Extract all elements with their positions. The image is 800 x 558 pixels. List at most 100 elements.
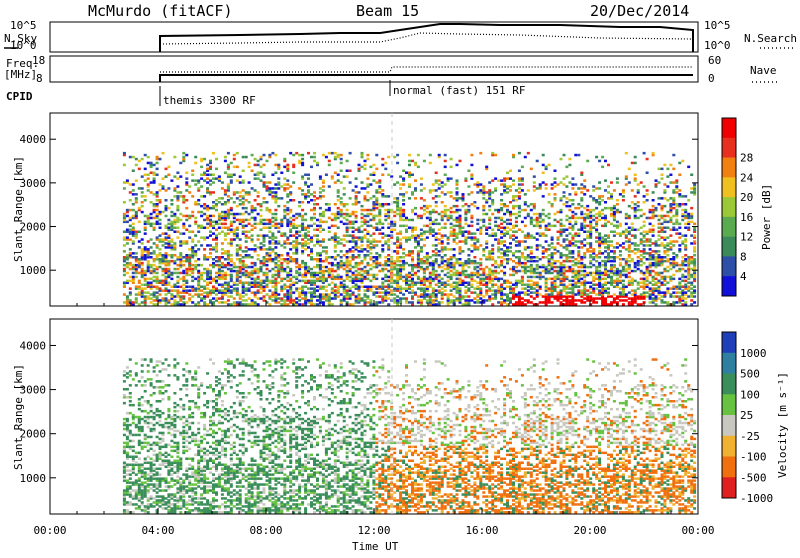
power-cell: [206, 205, 209, 208]
power-cell: [408, 219, 411, 222]
power-cell: [209, 174, 212, 177]
power-cell: [464, 236, 467, 239]
power-cell: [604, 160, 607, 163]
power-cell: [361, 221, 364, 224]
power-cell: [292, 199, 295, 202]
power-cell: [426, 293, 429, 296]
power-cell: [144, 295, 147, 298]
power-cell: [328, 185, 331, 188]
power-cell: [565, 286, 568, 289]
freq-label-2: [MHz]: [4, 68, 37, 81]
power-cell: [126, 272, 129, 275]
power-cell: [408, 164, 411, 167]
power-cell: [153, 209, 156, 212]
power-cell: [349, 287, 352, 290]
power-cell: [176, 217, 179, 220]
power-cell: [450, 195, 453, 198]
power-cell: [289, 268, 292, 271]
power-cell: [476, 219, 479, 222]
power-cell: [491, 199, 494, 202]
power-cell: [381, 193, 384, 196]
power-cell: [153, 291, 156, 294]
power-cell: [509, 234, 512, 237]
power-cell: [610, 244, 613, 247]
power-cell: [200, 215, 203, 218]
power-cell: [167, 268, 170, 271]
power-cell: [441, 287, 444, 290]
power-cell: [482, 254, 485, 257]
power-cell: [533, 297, 536, 300]
power-cell: [322, 270, 325, 273]
power-cell: [551, 282, 554, 285]
power-cell: [518, 291, 521, 294]
power-cell: [366, 254, 369, 257]
power-cell: [307, 152, 310, 155]
power-cell: [494, 266, 497, 269]
power-cell: [286, 280, 289, 283]
power-cell: [286, 219, 289, 222]
power-cell: [503, 240, 506, 243]
power-cell: [266, 258, 269, 261]
power-cell: [464, 260, 467, 263]
power-cell: [316, 197, 319, 200]
power-cell: [245, 231, 248, 234]
power-cell: [277, 231, 280, 234]
power-cell: [129, 191, 132, 194]
power-cell: [616, 242, 619, 245]
power-cell: [568, 217, 571, 220]
power-cell: [369, 268, 372, 271]
power-cell: [170, 221, 173, 224]
power-cell: [369, 286, 372, 289]
power-cell: [167, 166, 170, 169]
power-cell: [527, 276, 530, 279]
power-cell: [271, 152, 274, 155]
power-cell: [343, 254, 346, 257]
power-cell: [298, 303, 301, 306]
power-cell: [176, 272, 179, 275]
power-cell: [467, 170, 470, 173]
power-cell: [224, 282, 227, 285]
power-cell: [129, 156, 132, 159]
power-cell: [301, 234, 304, 237]
power-cell: [417, 295, 420, 298]
power-cell: [162, 185, 165, 188]
power-cell: [266, 201, 269, 204]
power-cell: [316, 203, 319, 206]
power-cell: [322, 195, 325, 198]
power-cell: [263, 197, 266, 200]
power-cell: [533, 287, 536, 290]
power-cell: [179, 232, 182, 235]
power-cell: [245, 225, 248, 228]
power-cell: [165, 276, 168, 279]
power-cell: [571, 215, 574, 218]
power-cell: [438, 223, 441, 226]
power-cell: [295, 282, 298, 285]
power-cell: [251, 291, 254, 294]
power-cell: [188, 236, 191, 239]
power-cell: [224, 232, 227, 235]
power-cell: [565, 276, 568, 279]
power-cell: [610, 264, 613, 267]
power-cell: [634, 234, 637, 237]
power-cell: [242, 295, 245, 298]
power-cell: [280, 286, 283, 289]
power-cell: [548, 229, 551, 232]
power-cell: [361, 248, 364, 251]
power-cell: [301, 162, 304, 165]
power-cell: [500, 260, 503, 263]
power-cell: [586, 248, 589, 251]
power-cell: [619, 193, 622, 196]
power-cell: [381, 232, 384, 235]
power-cell: [560, 301, 563, 304]
power-cell: [364, 164, 367, 167]
power-cell: [387, 209, 390, 212]
freq-series: [160, 75, 693, 82]
power-cell: [298, 187, 301, 190]
power-cell: [263, 244, 266, 247]
power-cell: [530, 264, 533, 267]
power-cell: [408, 197, 411, 200]
power-cell: [542, 172, 545, 175]
power-cell: [165, 268, 168, 271]
power-cell: [236, 197, 239, 200]
power-cell: [375, 291, 378, 294]
